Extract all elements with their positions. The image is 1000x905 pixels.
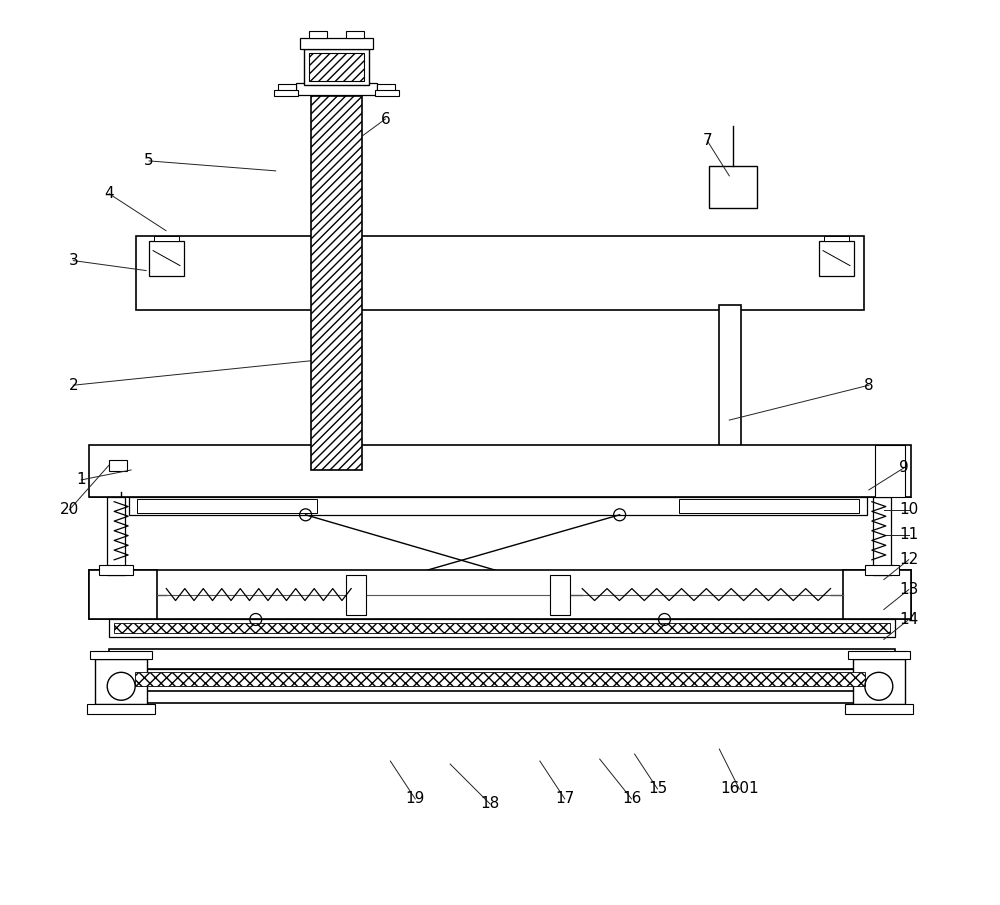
Bar <box>89 445 911 497</box>
Bar <box>149 241 184 275</box>
Bar <box>304 49 369 85</box>
Text: 1601: 1601 <box>720 781 759 796</box>
Bar <box>135 672 865 686</box>
Bar <box>129 497 867 515</box>
Bar <box>99 565 133 575</box>
Text: 13: 13 <box>899 582 918 597</box>
Bar <box>114 624 890 634</box>
Bar <box>719 306 741 470</box>
Bar <box>296 83 377 95</box>
Bar <box>843 569 911 620</box>
Text: 19: 19 <box>406 792 425 806</box>
Text: 15: 15 <box>648 781 667 796</box>
Text: 4: 4 <box>104 186 114 201</box>
Text: 20: 20 <box>60 502 79 518</box>
Bar <box>90 652 152 660</box>
Bar <box>109 460 127 471</box>
Text: 5: 5 <box>144 154 154 168</box>
Bar <box>109 691 895 703</box>
Bar <box>109 620 895 637</box>
Bar <box>550 575 570 614</box>
Bar <box>131 670 869 691</box>
Bar <box>309 32 327 38</box>
Bar <box>136 235 864 310</box>
Bar <box>865 565 899 575</box>
Bar <box>300 38 373 49</box>
Text: 9: 9 <box>899 461 909 475</box>
Bar <box>377 84 395 93</box>
Text: 6: 6 <box>380 111 390 127</box>
Bar <box>346 575 366 614</box>
Bar <box>819 241 854 275</box>
Text: 12: 12 <box>899 552 918 567</box>
Bar <box>137 499 317 513</box>
Bar <box>375 90 399 96</box>
Text: 18: 18 <box>480 796 500 812</box>
Text: 1: 1 <box>76 472 86 488</box>
Bar <box>107 497 125 575</box>
Bar <box>89 569 157 620</box>
Bar <box>274 90 298 96</box>
Text: 8: 8 <box>864 377 874 393</box>
Text: 17: 17 <box>555 792 574 806</box>
Bar <box>309 53 364 81</box>
Bar <box>154 235 179 241</box>
Bar <box>679 499 859 513</box>
Text: 7: 7 <box>703 133 712 148</box>
Bar <box>311 96 362 470</box>
Bar <box>848 652 910 660</box>
Bar <box>873 497 891 575</box>
Bar <box>87 704 155 714</box>
Bar <box>109 650 895 670</box>
Bar <box>709 166 757 208</box>
Text: 11: 11 <box>899 528 918 542</box>
Bar <box>95 660 147 704</box>
Text: 16: 16 <box>622 792 641 806</box>
Bar <box>875 445 905 497</box>
Bar <box>346 32 364 38</box>
Text: 10: 10 <box>899 502 918 518</box>
Bar <box>824 235 849 241</box>
Bar <box>853 660 905 704</box>
Bar <box>845 704 913 714</box>
Text: 2: 2 <box>69 377 78 393</box>
Text: 3: 3 <box>68 253 78 268</box>
Bar <box>89 569 911 620</box>
Bar <box>278 84 296 93</box>
Text: 14: 14 <box>899 612 918 627</box>
